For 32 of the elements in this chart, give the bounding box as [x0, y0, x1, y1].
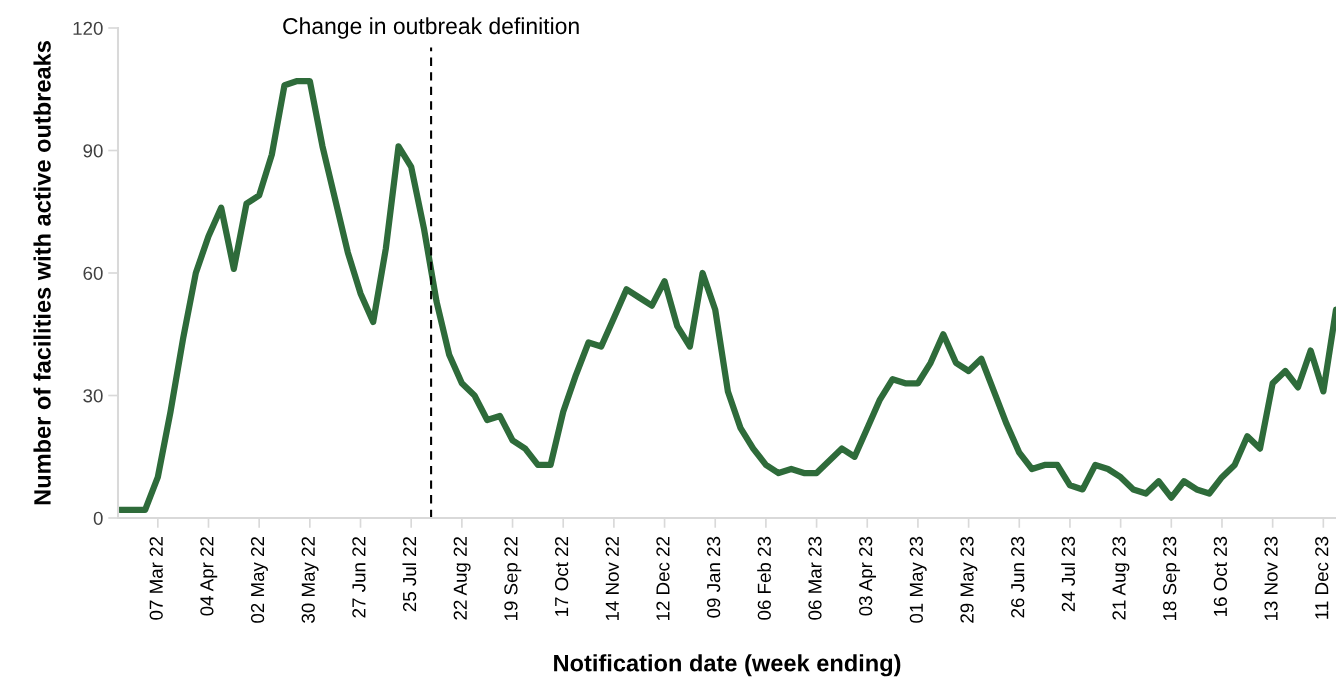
x-tick-label: 12 Dec 22 — [656, 536, 670, 621]
x-tick-label: 06 Feb 23 — [757, 536, 771, 620]
x-tick-label: 13 Nov 23 — [1264, 536, 1278, 621]
x-tick-label: 06 Mar 23 — [808, 536, 822, 620]
x-tick-label: 24 Jul 23 — [1061, 536, 1075, 612]
x-tick-label: 02 May 22 — [250, 536, 268, 623]
x-tick-label: 26 Jun 23 — [1011, 536, 1025, 618]
x-tick-label: 29 May 23 — [960, 536, 978, 623]
y-axis-title: Number of facilities with active outbreaks — [33, 41, 51, 505]
x-tick-label: 21 Aug 23 — [1112, 536, 1130, 620]
y-tick-label: 30 — [83, 389, 103, 403]
x-tick-label: 18 Sep 23 — [1163, 536, 1181, 621]
x-axis-title: Notification date (week ending) — [554, 654, 901, 677]
y-tick-label: 90 — [83, 144, 103, 158]
ref-line-label: Change in outbreak definition — [283, 17, 579, 39]
x-tick-label: 09 Jan 23 — [706, 536, 721, 618]
y-tick-label: 60 — [83, 266, 103, 280]
x-tick-label: 17 Oct 22 — [554, 536, 569, 616]
x-tick-label: 30 May 22 — [301, 536, 319, 623]
y-tick-label: 0 — [93, 511, 103, 525]
x-tick-label: 27 Jun 22 — [352, 536, 366, 618]
x-tick-label: 01 May 23 — [909, 536, 927, 623]
x-tick-label: 04 Apr 22 — [200, 536, 218, 616]
y-tick-label: 120 — [73, 21, 103, 35]
x-tick-label: 16 Oct 23 — [1213, 536, 1228, 616]
x-tick-label: 14 Nov 22 — [605, 536, 619, 621]
x-tick-label: 19 Sep 22 — [504, 536, 522, 621]
x-tick-label: 03 Apr 23 — [859, 536, 876, 616]
x-tick-label: 07 Mar 22 — [149, 536, 163, 620]
x-tick-label: 11 Dec 23 — [1315, 536, 1329, 619]
x-tick-label: 25 Jul 22 — [402, 536, 417, 612]
x-tick-label: 22 Aug 22 — [453, 536, 471, 620]
